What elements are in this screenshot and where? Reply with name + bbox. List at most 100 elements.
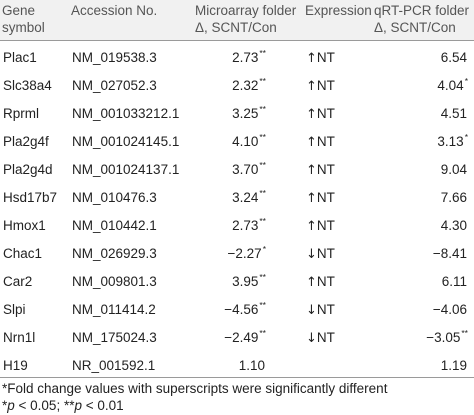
qrt-pcr-fold-cell: −3.05** [426, 328, 468, 345]
accession-cell: NM_027052.3 [72, 78, 157, 93]
gene-symbol-cell: Rprml [3, 106, 39, 121]
microarray-fold-cell: 2.73** [232, 216, 266, 233]
microarray-fold-cell: 2.32** [232, 76, 266, 93]
significance-mark: ** [461, 328, 468, 338]
accession-cell: NM_019538.3 [72, 50, 157, 65]
table-header: Gene symbol Accession No. Microarray fol… [0, 0, 474, 40]
qrt-pcr-fold-cell: −4.06 [432, 302, 467, 317]
expression-cell: ↑NT [306, 134, 335, 150]
expression-cell: ↑NT [306, 162, 335, 178]
significance-mark: ** [259, 216, 266, 226]
direction-arrow-icon: ↓ [306, 303, 317, 318]
direction-arrow-icon: ↓ [306, 331, 317, 346]
accession-cell: NM_010476.3 [72, 190, 157, 205]
microarray-fold-cell: 4.10** [232, 132, 266, 149]
gene-symbol-cell: Pla2g4d [3, 162, 53, 177]
gene-symbol-cell: Slpi [3, 302, 26, 317]
table-row: Car2 NM_009801.3 3.95** ↑NT 6.11 [0, 267, 474, 297]
qrt-pcr-fold-cell: 6.11 [441, 274, 467, 289]
qrt-pcr-fold-cell: 7.66 [440, 190, 467, 205]
direction-arrow-icon: ↑ [306, 51, 317, 66]
gene-symbol-cell: Pla2g4f [3, 134, 49, 149]
significance-mark: ** [259, 104, 266, 114]
header-accession: Accession No. [71, 3, 158, 18]
footnote-significance: *p < 0.05; **p < 0.01 [2, 398, 124, 413]
accession-cell: NM_026929.3 [72, 246, 157, 261]
gene-symbol-cell: Hsd17b7 [3, 190, 58, 205]
accession-cell: NM_175024.3 [72, 330, 157, 345]
direction-arrow-icon: ↑ [306, 163, 317, 178]
microarray-fold-cell: 1.10 [238, 358, 265, 373]
microarray-fold-cell: −2.49** [224, 328, 266, 345]
significance-mark: ** [259, 300, 266, 310]
qrt-pcr-fold-cell: 4.04* [437, 76, 468, 93]
expression-cell: ↓NT [306, 302, 335, 318]
microarray-fold-cell: 3.24** [232, 188, 266, 205]
table-row: Pla2g4d NM_001024137.1 3.70** ↑NT 9.04 [0, 155, 474, 185]
direction-arrow-icon: ↑ [306, 135, 317, 150]
gene-symbol-cell: Hmox1 [3, 218, 46, 233]
qrt-pcr-fold-cell: 6.54 [440, 50, 467, 65]
gene-symbol-cell: Plac1 [3, 50, 37, 65]
gene-symbol-cell: Chac1 [3, 246, 43, 261]
expression-cell: ↑NT [306, 78, 335, 94]
significance-mark: ** [259, 328, 266, 338]
microarray-fold-cell: −2.27* [227, 244, 266, 261]
direction-arrow-icon: ↑ [306, 191, 317, 206]
significance-mark: ** [259, 132, 266, 142]
table-row: Rprml NM_001033212.1 3.25** ↑NT 4.51 [0, 99, 474, 129]
expression-cell: ↑NT [306, 106, 335, 122]
table-row: Hsd17b7 NM_010476.3 3.24** ↑NT 7.66 [0, 183, 474, 213]
gene-symbol-cell: Car2 [3, 274, 33, 289]
significance-mark: ** [259, 160, 266, 170]
gene-symbol-cell: Slc38a4 [3, 78, 52, 93]
accession-cell: NM_010442.1 [72, 218, 157, 233]
microarray-fold-cell: −4.56** [224, 300, 266, 317]
significance-mark: ** [259, 188, 266, 198]
header-qrt-pcr: qRT-PCR folder Δ, SCNT/Con [374, 3, 470, 35]
microarray-fold-cell: 2.73** [232, 48, 266, 65]
qrt-pcr-fold-cell: −8.41 [432, 246, 467, 261]
gene-symbol-cell: Nrn1l [3, 330, 36, 345]
expression-cell: ↑NT [306, 274, 335, 290]
header-gene-symbol: Gene symbol [2, 3, 45, 35]
direction-arrow-icon: ↑ [306, 107, 317, 122]
gene-symbol-cell: H19 [3, 358, 28, 373]
accession-cell: NM_001033212.1 [72, 106, 180, 121]
qrt-pcr-fold-cell: 4.30 [440, 218, 467, 233]
qrt-pcr-fold-cell: 3.13* [437, 132, 468, 149]
microarray-fold-cell: 3.70** [232, 160, 266, 177]
footer-divider [0, 377, 474, 378]
footnote-fold-change: *Fold change values with superscripts we… [2, 381, 388, 396]
table-row: Slc38a4 NM_027052.3 2.32** ↑NT 4.04* [0, 71, 474, 101]
qrt-pcr-fold-cell: 1.19 [440, 358, 467, 373]
accession-cell: NR_001592.1 [72, 358, 156, 373]
direction-arrow-icon: ↓ [306, 247, 317, 262]
microarray-fold-cell: 3.95** [232, 272, 266, 289]
qrt-pcr-fold-cell: 4.51 [440, 106, 467, 121]
header-divider [0, 40, 474, 41]
expression-cell: ↓NT [306, 246, 335, 262]
direction-arrow-icon: ↑ [306, 219, 317, 234]
qrt-pcr-fold-cell: 9.04 [440, 162, 467, 177]
table-row: Chac1 NM_026929.3 −2.27* ↓NT −8.41 [0, 239, 474, 269]
microarray-fold-cell: 3.25** [232, 104, 266, 121]
significance-mark: * [464, 132, 468, 142]
direction-arrow-icon: ↑ [306, 79, 317, 94]
accession-cell: NM_001024145.1 [72, 134, 180, 149]
table-row: Pla2g4f NM_001024145.1 4.10** ↑NT 3.13* [0, 127, 474, 157]
table-row: Nrn1l NM_175024.3 −2.49** ↓NT −3.05** [0, 323, 474, 353]
accession-cell: NM_011414.2 [72, 302, 156, 317]
table-row: H19 NR_001592.1 1.10 1.19 [0, 351, 474, 381]
significance-mark: ** [259, 76, 266, 86]
expression-cell: ↑NT [306, 218, 335, 234]
header-microarray: Microarray folder Δ, SCNT/Con [195, 3, 297, 35]
expression-cell: ↓NT [306, 330, 335, 346]
expression-cell: ↑NT [306, 50, 335, 66]
table-row: Hmox1 NM_010442.1 2.73** ↑NT 4.30 [0, 211, 474, 241]
table-row: Plac1 NM_019538.3 2.73** ↑NT 6.54 [0, 43, 474, 73]
direction-arrow-icon: ↑ [306, 275, 317, 290]
table-row: Slpi NM_011414.2 −4.56** ↓NT −4.06 [0, 295, 474, 325]
significance-mark: * [464, 76, 468, 86]
